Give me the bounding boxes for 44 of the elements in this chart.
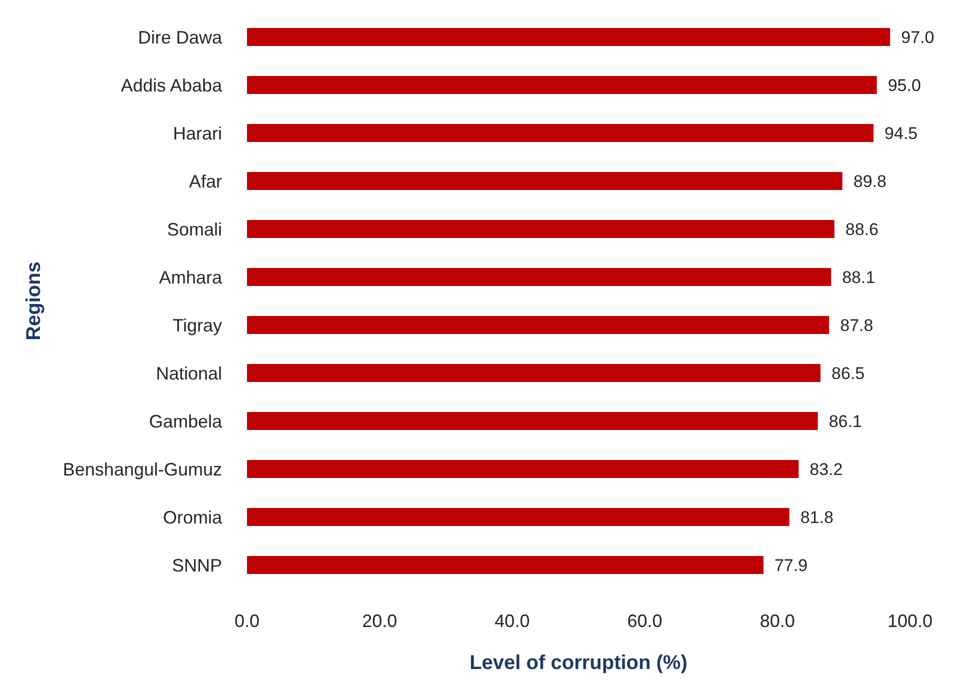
x-tick-label: 0.0	[234, 611, 260, 631]
bar	[247, 28, 890, 46]
y-tick-label: Somali	[166, 219, 222, 240]
bar	[247, 556, 764, 574]
bar	[247, 268, 832, 286]
bar	[247, 124, 874, 142]
y-tick-label: Tigray	[172, 315, 222, 336]
y-tick-label: National	[156, 363, 222, 384]
y-tick-label: Addis Ababa	[120, 75, 223, 96]
y-tick-label: Afar	[188, 171, 222, 192]
data-label: 83.2	[810, 460, 843, 479]
data-label: 77.9	[774, 556, 808, 575]
data-label: 86.1	[828, 412, 862, 431]
bar	[247, 316, 830, 334]
y-tick-label: Amhara	[158, 267, 223, 288]
data-label: 86.5	[831, 364, 865, 383]
y-tick-label: Benshangul-Gumuz	[62, 459, 222, 480]
data-label: 88.6	[845, 220, 879, 239]
data-label: 94.5	[884, 124, 918, 143]
data-label: 88.1	[842, 268, 876, 287]
data-label: 89.8	[853, 172, 886, 191]
y-tick-label: SNNP	[172, 555, 222, 576]
y-tick-label: Harari	[172, 123, 222, 144]
y-tick-label: Dire Dawa	[138, 27, 223, 48]
data-label: 95.0	[888, 76, 921, 95]
bar	[247, 172, 842, 190]
x-tick-label: 20.0	[362, 611, 398, 631]
x-tick-label: 60.0	[627, 611, 662, 631]
x-tick-label: 80.0	[760, 611, 795, 631]
x-axis-title: Level of corruption (%)	[470, 652, 688, 674]
bar	[247, 364, 820, 382]
data-label: 87.8	[840, 316, 874, 335]
x-tick-label: 40.0	[494, 611, 530, 631]
bar	[247, 76, 877, 94]
data-label: 81.8	[800, 508, 834, 527]
bar	[247, 412, 818, 430]
y-axis-title: Regions	[23, 262, 45, 340]
x-tick-label: 100.0	[887, 611, 933, 631]
y-tick-label: Gambela	[148, 411, 223, 432]
bar	[247, 508, 790, 526]
data-label: 97.0	[901, 28, 934, 47]
bar	[247, 220, 834, 238]
bar	[247, 460, 799, 478]
y-tick-label: Oromia	[162, 507, 223, 528]
